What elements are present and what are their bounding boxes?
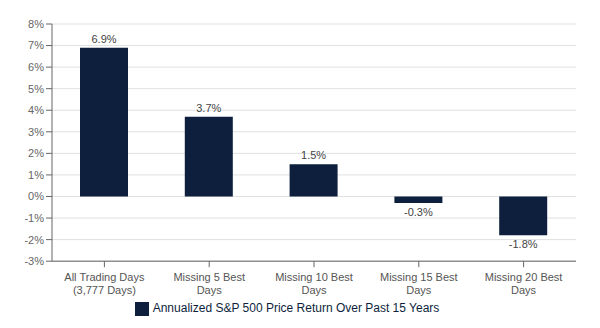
svg-text:Missing 10 BestDays: Missing 10 BestDays xyxy=(275,271,353,296)
svg-text:6.9%: 6.9% xyxy=(91,33,116,45)
svg-text:Missing 15 BestDays: Missing 15 BestDays xyxy=(380,271,458,296)
svg-text:2%: 2% xyxy=(28,147,44,159)
svg-text:-3%: -3% xyxy=(24,255,44,267)
svg-text:-1.8%: -1.8% xyxy=(509,238,538,250)
svg-text:Missing 20 BestDays: Missing 20 BestDays xyxy=(485,271,563,296)
svg-text:0%: 0% xyxy=(28,190,44,202)
svg-text:7%: 7% xyxy=(28,39,44,51)
svg-text:-0.3%: -0.3% xyxy=(404,206,433,218)
svg-text:-1%: -1% xyxy=(24,212,44,224)
svg-text:6%: 6% xyxy=(28,61,44,73)
svg-text:-2%: -2% xyxy=(24,234,44,246)
svg-text:All Trading Days(3,777 Days): All Trading Days(3,777 Days) xyxy=(64,271,145,296)
svg-text:Missing 5 BestDays: Missing 5 BestDays xyxy=(173,271,245,296)
svg-text:3.7%: 3.7% xyxy=(196,102,221,114)
svg-text:3%: 3% xyxy=(28,126,44,138)
html-text:Annualized S&P 500 Price Retur: Annualized S&P 500 Price Return Over Pas… xyxy=(152,301,440,316)
svg-text:8%: 8% xyxy=(28,18,44,30)
svg-text:5%: 5% xyxy=(28,83,44,95)
svg-text:1%: 1% xyxy=(28,169,44,181)
svg-text:4%: 4% xyxy=(28,104,44,116)
svg-text:1.5%: 1.5% xyxy=(301,149,326,161)
